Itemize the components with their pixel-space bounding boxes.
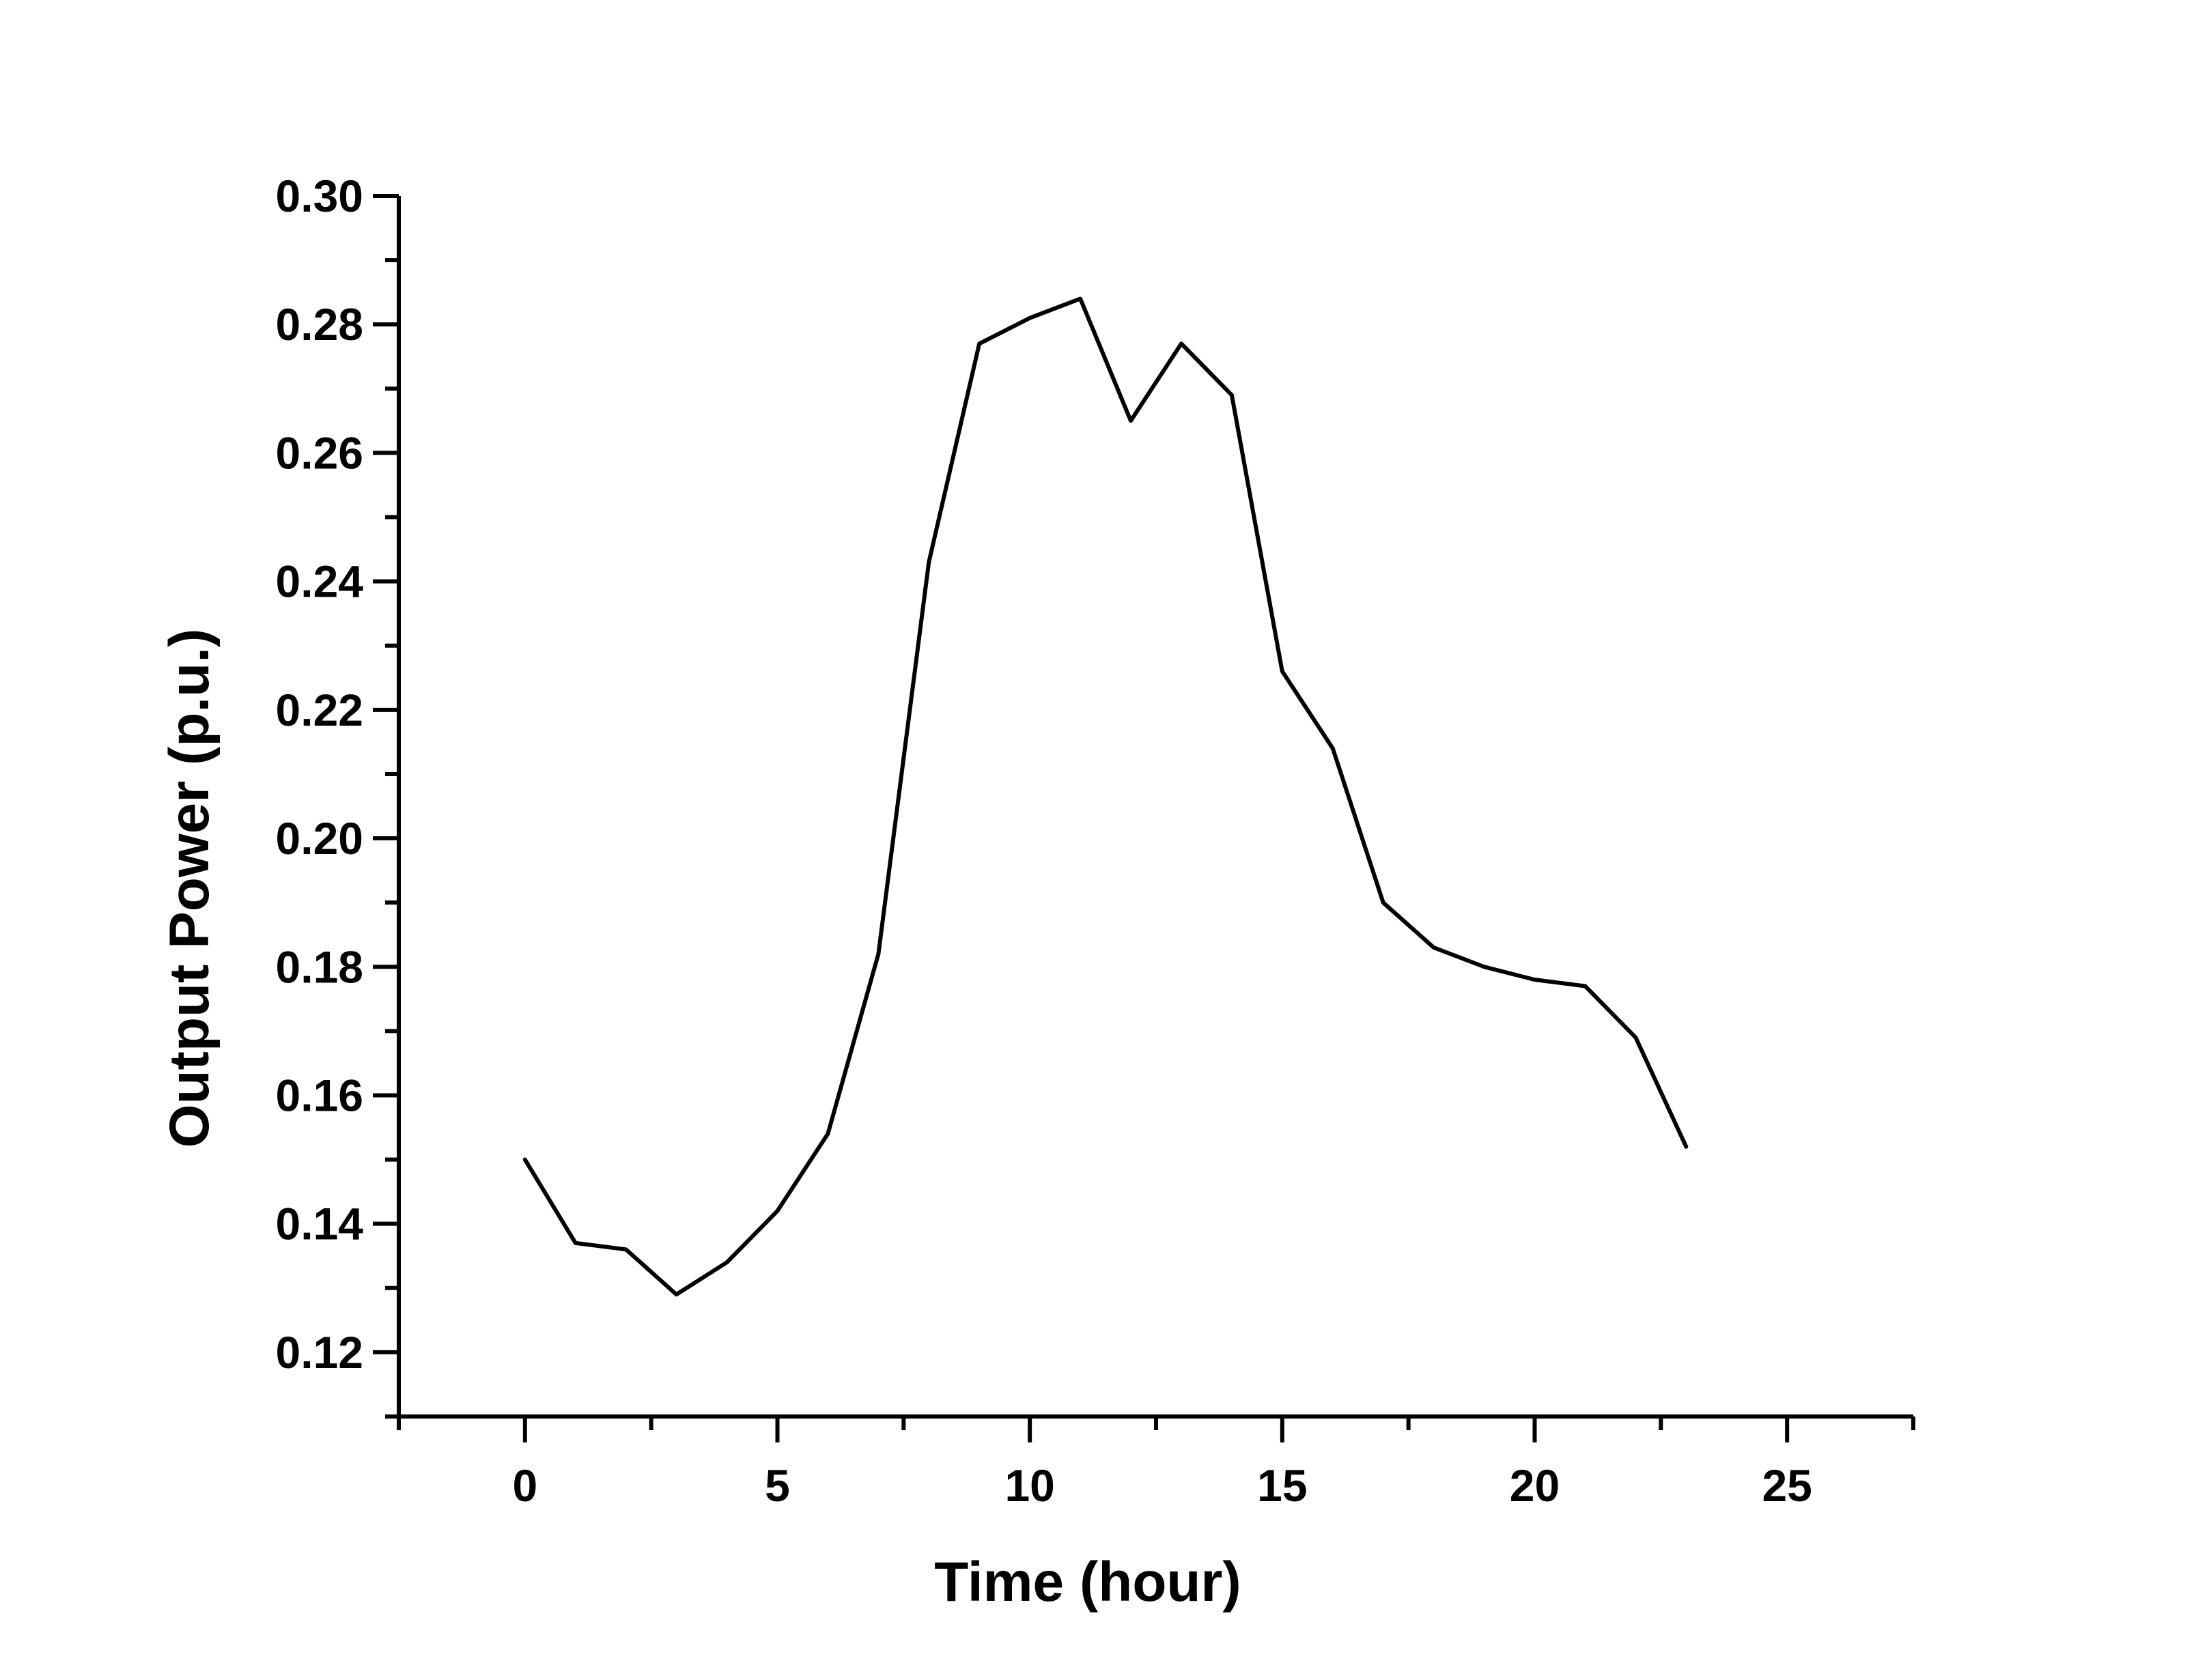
y-tick-label: 0.12 xyxy=(276,1327,363,1378)
series-line xyxy=(522,296,1689,1297)
x-axis-tick-labels: 0 5 10 15 20 25 xyxy=(512,1460,1812,1511)
x-axis-title: Time (hour) xyxy=(934,1551,1241,1613)
y-tick-label: 0.30 xyxy=(276,171,363,221)
y-tick-label: 0.22 xyxy=(276,685,363,735)
y-tick-label: 0.24 xyxy=(276,556,364,607)
y-tick-label: 0.18 xyxy=(276,941,363,992)
x-tick-label: 20 xyxy=(1510,1460,1560,1511)
y-tick-label: 0.14 xyxy=(276,1199,364,1249)
x-tick-label: 10 xyxy=(1004,1460,1054,1511)
y-axis-tick-labels: 0.12 0.14 0.16 0.18 0.20 0.22 0.24 0.26 0.28 0.30 xyxy=(276,171,364,1378)
y-tick-label: 0.26 xyxy=(276,427,363,478)
y-tick-label: 0.16 xyxy=(276,1070,363,1120)
x-tick-label: 0 xyxy=(512,1460,537,1511)
x-tick-label: 5 xyxy=(765,1460,790,1511)
x-axis-ticks xyxy=(397,1416,1915,1442)
y-axis-ticks xyxy=(373,194,399,1419)
x-tick-label: 15 xyxy=(1257,1460,1307,1511)
y-tick-label: 0.28 xyxy=(276,299,363,350)
y-axis-title: Output Power (p.u.) xyxy=(158,629,221,1148)
y-tick-label: 0.20 xyxy=(276,813,363,864)
x-tick-label: 25 xyxy=(1762,1460,1812,1511)
